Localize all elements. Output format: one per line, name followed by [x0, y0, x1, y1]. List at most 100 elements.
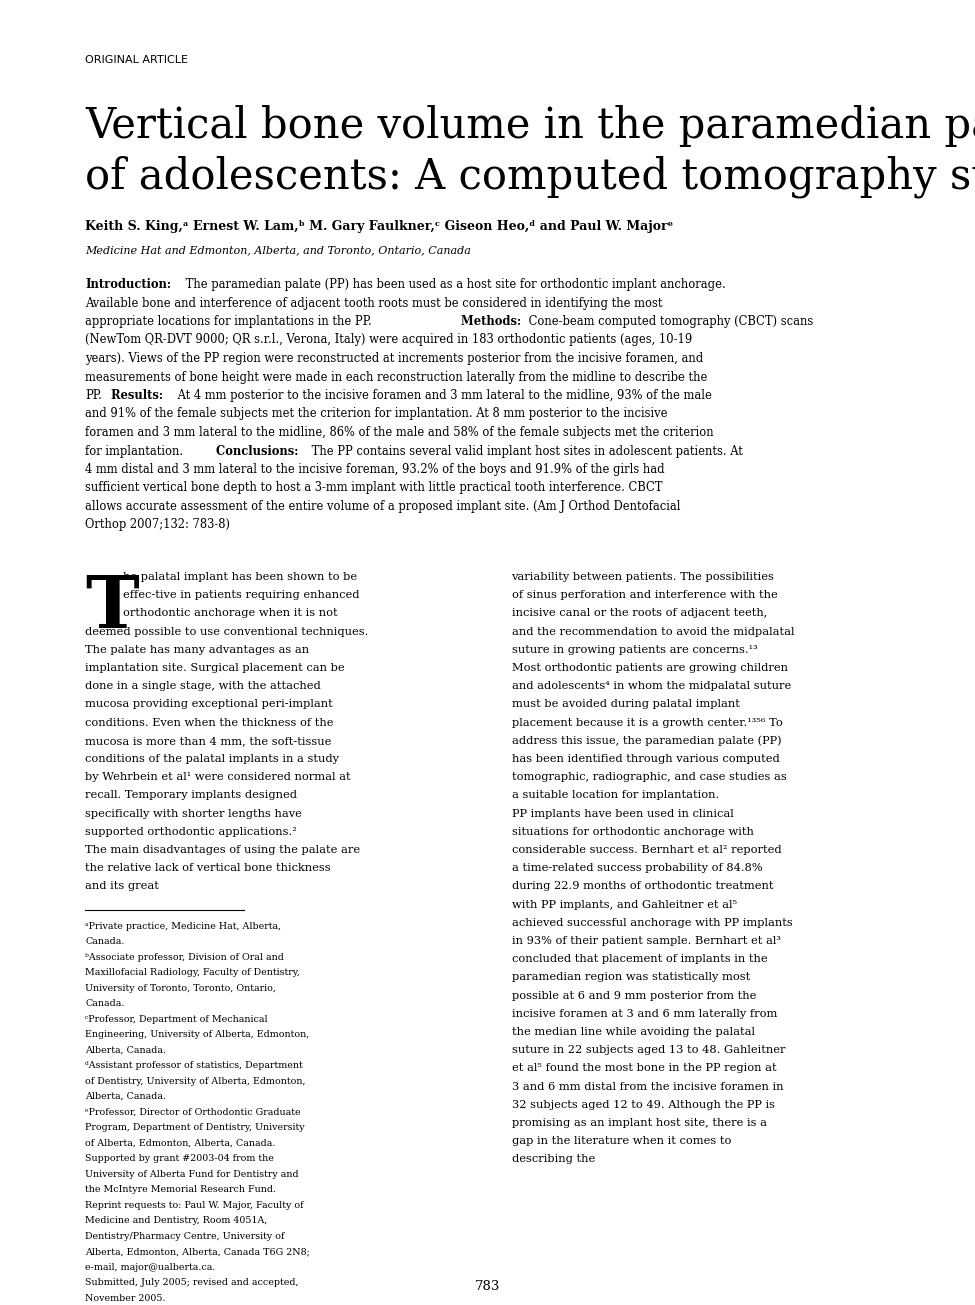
Text: Cone-beam computed tomography (CBCT) scans: Cone-beam computed tomography (CBCT) sca… [525, 315, 813, 328]
Text: appropriate locations for implantations in the PP.: appropriate locations for implantations … [85, 315, 371, 328]
Text: mucosa is more than 4 mm, the soft-tissue: mucosa is more than 4 mm, the soft-tissu… [85, 736, 332, 745]
Text: achieved successful anchorage with PP implants: achieved successful anchorage with PP im… [512, 917, 793, 928]
Text: e-mail, major@ualberta.ca.: e-mail, major@ualberta.ca. [85, 1263, 215, 1271]
Text: Alberta, Edmonton, Alberta, Canada T6G 2N8;: Alberta, Edmonton, Alberta, Canada T6G 2… [85, 1248, 310, 1257]
Text: and its great: and its great [85, 881, 159, 891]
Text: implantation site. Surgical placement can be: implantation site. Surgical placement ca… [85, 663, 344, 673]
Text: Alberta, Canada.: Alberta, Canada. [85, 1045, 166, 1054]
Text: 783: 783 [475, 1280, 500, 1293]
Text: of Dentistry, University of Alberta, Edmonton,: of Dentistry, University of Alberta, Edm… [85, 1077, 305, 1086]
Text: must be avoided during palatal implant: must be avoided during palatal implant [512, 699, 739, 710]
Text: and the recommendation to avoid the midpalatal: and the recommendation to avoid the midp… [512, 626, 794, 637]
Text: Keith S. King,ᵃ Ernest W. Lam,ᵇ M. Gary Faulkner,ᶜ Giseon Heo,ᵈ and Paul W. Majo: Keith S. King,ᵃ Ernest W. Lam,ᵇ M. Gary … [85, 221, 674, 234]
Text: conditions of the palatal implants in a study: conditions of the palatal implants in a … [85, 754, 339, 763]
Text: in 93% of their patient sample. Bernhart et al³: in 93% of their patient sample. Bernhart… [512, 936, 780, 946]
Text: University of Toronto, Toronto, Ontario,: University of Toronto, Toronto, Ontario, [85, 984, 276, 993]
Text: and 91% of the female subjects met the criterion for implantation. At 8 mm poste: and 91% of the female subjects met the c… [85, 407, 668, 420]
Text: mucosa providing exceptional peri-implant: mucosa providing exceptional peri-implan… [85, 699, 332, 710]
Text: Reprint requests to: Paul W. Major, Faculty of: Reprint requests to: Paul W. Major, Facu… [85, 1201, 303, 1210]
Text: ORIGINAL ARTICLE: ORIGINAL ARTICLE [85, 55, 188, 65]
Text: he palatal implant has been shown to be: he palatal implant has been shown to be [123, 572, 357, 582]
Text: The paramedian palate (PP) has been used as a host site for orthodontic implant : The paramedian palate (PP) has been used… [182, 278, 725, 291]
Text: measurements of bone height were made in each reconstruction laterally from the : measurements of bone height were made in… [85, 371, 708, 384]
Text: Available bone and interference of adjacent tooth roots must be considered in id: Available bone and interference of adjac… [85, 296, 662, 309]
Text: recall. Temporary implants designed: recall. Temporary implants designed [85, 791, 297, 800]
Text: November 2005.: November 2005. [85, 1293, 166, 1302]
Text: paramedian region was statistically most: paramedian region was statistically most [512, 972, 750, 983]
Text: (NewTom QR-DVT 9000; QR s.r.l., Verona, Italy) were acquired in 183 orthodontic : (NewTom QR-DVT 9000; QR s.r.l., Verona, … [85, 334, 692, 347]
Text: 4 mm distal and 3 mm lateral to the incisive foreman, 93.2% of the boys and 91.9: 4 mm distal and 3 mm lateral to the inci… [85, 463, 665, 476]
Text: Alberta, Canada.: Alberta, Canada. [85, 1092, 166, 1101]
Text: the median line while avoiding the palatal: the median line while avoiding the palat… [512, 1027, 755, 1037]
Text: of Alberta, Edmonton, Alberta, Canada.: of Alberta, Edmonton, Alberta, Canada. [85, 1138, 275, 1147]
Text: concluded that placement of implants in the: concluded that placement of implants in … [512, 954, 767, 964]
Text: Introduction:: Introduction: [85, 278, 172, 291]
Text: 3 and 6 mm distal from the incisive foramen in: 3 and 6 mm distal from the incisive fora… [512, 1082, 783, 1091]
Text: Conclusions:: Conclusions: [212, 445, 298, 458]
Text: Program, Department of Dentistry, University: Program, Department of Dentistry, Univer… [85, 1124, 304, 1133]
Text: Vertical bone volume in the paramedian palate: Vertical bone volume in the paramedian p… [85, 104, 975, 147]
Text: a suitable location for implantation.: a suitable location for implantation. [512, 791, 719, 800]
Text: a time-related success probability of 84.8%: a time-related success probability of 84… [512, 863, 762, 873]
Text: Submitted, July 2005; revised and accepted,: Submitted, July 2005; revised and accept… [85, 1278, 298, 1287]
Text: ᵃPrivate practice, Medicine Hat, Alberta,: ᵃPrivate practice, Medicine Hat, Alberta… [85, 921, 281, 930]
Text: Engineering, University of Alberta, Edmonton,: Engineering, University of Alberta, Edmo… [85, 1030, 309, 1039]
Text: of sinus perforation and interference with the: of sinus perforation and interference wi… [512, 590, 777, 600]
Text: Canada.: Canada. [85, 1000, 125, 1007]
Text: Medicine Hat and Edmonton, Alberta, and Toronto, Ontario, Canada: Medicine Hat and Edmonton, Alberta, and … [85, 245, 471, 254]
Text: considerable success. Bernhart et al² reported: considerable success. Bernhart et al² re… [512, 846, 781, 855]
Text: specifically with shorter lengths have: specifically with shorter lengths have [85, 809, 302, 818]
Text: conditions. Even when the thickness of the: conditions. Even when the thickness of t… [85, 718, 333, 728]
Text: ᶜProfessor, Department of Mechanical: ᶜProfessor, Department of Mechanical [85, 1014, 267, 1023]
Text: situations for orthodontic anchorage with: situations for orthodontic anchorage wit… [512, 827, 754, 837]
Text: 32 subjects aged 12 to 49. Although the PP is: 32 subjects aged 12 to 49. Although the … [512, 1100, 774, 1109]
Text: tomographic, radiographic, and case studies as: tomographic, radiographic, and case stud… [512, 773, 786, 782]
Text: ᵉProfessor, Director of Orthodontic Graduate: ᵉProfessor, Director of Orthodontic Grad… [85, 1108, 300, 1117]
Text: of adolescents: A computed tomography study: of adolescents: A computed tomography st… [85, 155, 975, 197]
Text: suture in growing patients are concerns.¹³: suture in growing patients are concerns.… [512, 645, 758, 655]
Text: placement because it is a growth center.¹³⁵⁶ To: placement because it is a growth center.… [512, 718, 782, 728]
Text: and adolescents⁴ in whom the midpalatal suture: and adolescents⁴ in whom the midpalatal … [512, 681, 791, 692]
Text: variability between patients. The possibilities: variability between patients. The possib… [512, 572, 774, 582]
Text: for implantation.: for implantation. [85, 445, 183, 458]
Text: gap in the literature when it comes to: gap in the literature when it comes to [512, 1137, 731, 1146]
Text: allows accurate assessment of the entire volume of a proposed implant site. (Am : allows accurate assessment of the entire… [85, 500, 681, 513]
Text: Medicine and Dentistry, Room 4051A,: Medicine and Dentistry, Room 4051A, [85, 1216, 267, 1225]
Text: At 4 mm posterior to the incisive foramen and 3 mm lateral to the midline, 93% o: At 4 mm posterior to the incisive forame… [175, 389, 713, 402]
Text: the relative lack of vertical bone thickness: the relative lack of vertical bone thick… [85, 863, 331, 873]
Text: T: T [85, 572, 138, 643]
Text: done in a single stage, with the attached: done in a single stage, with the attache… [85, 681, 321, 692]
Text: Orthop 2007;132: 783-8): Orthop 2007;132: 783-8) [85, 518, 230, 531]
Text: ᵈAssistant professor of statistics, Department: ᵈAssistant professor of statistics, Depa… [85, 1061, 303, 1070]
Text: Canada.: Canada. [85, 937, 125, 946]
Text: Maxillofacial Radiology, Faculty of Dentistry,: Maxillofacial Radiology, Faculty of Dent… [85, 968, 300, 977]
Text: University of Alberta Fund for Dentistry and: University of Alberta Fund for Dentistry… [85, 1169, 298, 1178]
Text: years). Views of the PP region were reconstructed at increments posterior from t: years). Views of the PP region were reco… [85, 352, 703, 365]
Text: possible at 6 and 9 mm posterior from the: possible at 6 and 9 mm posterior from th… [512, 990, 756, 1001]
Text: orthodontic anchorage when it is not: orthodontic anchorage when it is not [123, 608, 337, 619]
Text: ᵇAssociate professor, Division of Oral and: ᵇAssociate professor, Division of Oral a… [85, 953, 284, 962]
Text: promising as an implant host site, there is a: promising as an implant host site, there… [512, 1118, 766, 1128]
Text: foramen and 3 mm lateral to the midline, 86% of the male and 58% of the female s: foramen and 3 mm lateral to the midline,… [85, 425, 714, 438]
Text: The palate has many advantages as an: The palate has many advantages as an [85, 645, 309, 655]
Text: The main disadvantages of using the palate are: The main disadvantages of using the pala… [85, 846, 360, 855]
Text: suture in 22 subjects aged 13 to 48. Gahleitner: suture in 22 subjects aged 13 to 48. Gah… [512, 1045, 785, 1056]
Text: supported orthodontic applications.²: supported orthodontic applications.² [85, 827, 296, 837]
Text: address this issue, the paramedian palate (PP): address this issue, the paramedian palat… [512, 736, 781, 746]
Text: Dentistry/Pharmacy Centre, University of: Dentistry/Pharmacy Centre, University of [85, 1232, 285, 1241]
Text: Methods:: Methods: [457, 315, 522, 328]
Text: incisive canal or the roots of adjacent teeth,: incisive canal or the roots of adjacent … [512, 608, 767, 619]
Text: sufficient vertical bone depth to host a 3-mm implant with little practical toot: sufficient vertical bone depth to host a… [85, 482, 662, 495]
Text: incisive foramen at 3 and 6 mm laterally from: incisive foramen at 3 and 6 mm laterally… [512, 1009, 777, 1019]
Text: effec-tive in patients requiring enhanced: effec-tive in patients requiring enhance… [123, 590, 360, 600]
Text: PP implants have been used in clinical: PP implants have been used in clinical [512, 809, 733, 818]
Text: the McIntyre Memorial Research Fund.: the McIntyre Memorial Research Fund. [85, 1185, 276, 1194]
Text: with PP implants, and Gahleitner et al⁵: with PP implants, and Gahleitner et al⁵ [512, 899, 737, 910]
Text: Most orthodontic patients are growing children: Most orthodontic patients are growing ch… [512, 663, 788, 673]
Text: by Wehrbein et al¹ were considered normal at: by Wehrbein et al¹ were considered norma… [85, 773, 351, 782]
Text: The PP contains several valid implant host sites in adolescent patients. At: The PP contains several valid implant ho… [308, 445, 743, 458]
Text: Results:: Results: [107, 389, 164, 402]
Text: during 22.9 months of orthodontic treatment: during 22.9 months of orthodontic treatm… [512, 881, 773, 891]
Text: et al⁵ found the most bone in the PP region at: et al⁵ found the most bone in the PP reg… [512, 1064, 776, 1074]
Text: has been identified through various computed: has been identified through various comp… [512, 754, 779, 763]
